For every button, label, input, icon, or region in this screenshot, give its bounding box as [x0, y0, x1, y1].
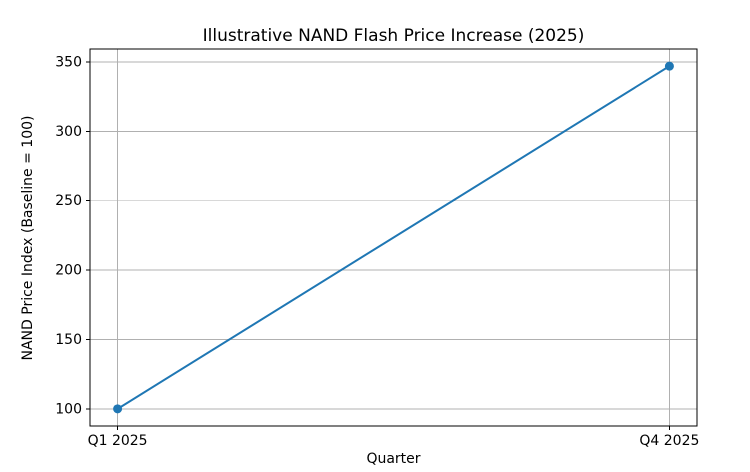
- data-point-marker: [664, 61, 674, 71]
- axes-frame: [89, 48, 698, 427]
- y-tick-label: 150: [55, 332, 82, 348]
- y-tick-label: 250: [55, 193, 82, 209]
- y-tick-label: 350: [55, 54, 82, 70]
- x-axis-label: Quarter: [366, 451, 421, 467]
- y-tick-label: 300: [55, 124, 82, 140]
- y-tick-label: 100: [55, 401, 82, 417]
- chart-title: Illustrative NAND Flash Price Increase (…: [202, 26, 585, 46]
- x-tick-label: Q4 2025: [639, 433, 699, 449]
- y-tick-label: 200: [55, 263, 82, 279]
- x-tick-label: Q1 2025: [88, 433, 148, 449]
- data-line: [116, 65, 671, 410]
- data-point-marker: [113, 404, 123, 414]
